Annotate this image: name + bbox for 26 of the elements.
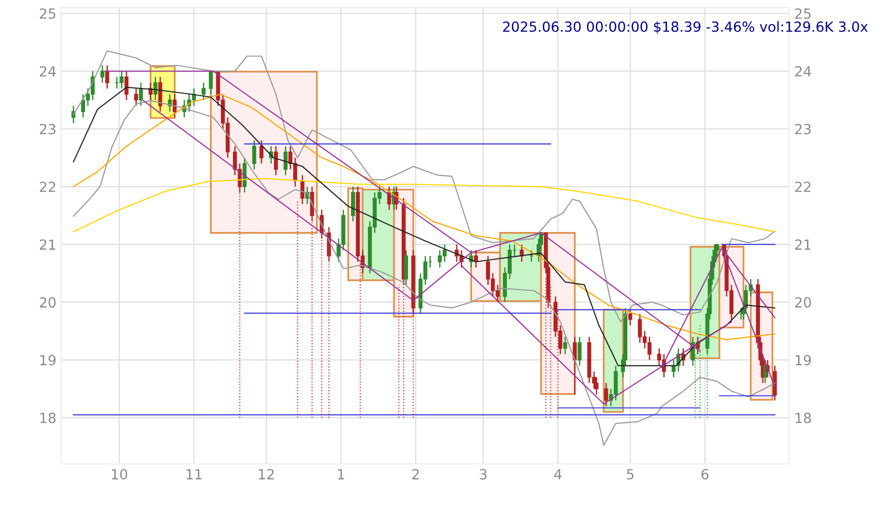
y2-tick-label: 24 (795, 66, 812, 76)
y2-tick-label: 22 (795, 182, 810, 192)
x-tick-label: 4 (554, 469, 562, 480)
y2-tick-label: 19 (796, 354, 811, 366)
y-tick-label: 22 (40, 182, 56, 192)
y2-tick-label: 21 (795, 239, 811, 250)
text: 2025.06.30 00:00:00 $18.39 -3.46% vol:129.6K 3.0x (503, 21, 868, 34)
x-tick-label: 1 (338, 469, 344, 480)
x-tick-label: 10 (112, 469, 128, 480)
x-tick-label: 5 (626, 469, 634, 480)
y-tick-label: 18 (40, 412, 56, 424)
x-tick-label: 6 (701, 469, 708, 480)
x-tick-label: 12 (258, 469, 274, 480)
y-tick-label: 23 (40, 124, 56, 134)
x-tick-label: 2 (412, 469, 419, 480)
y2-tick-label: 20 (795, 297, 811, 308)
y-tick-label: 20 (40, 297, 56, 308)
y2-tick-label: 18 (796, 412, 811, 424)
y-tick-label: 25 (40, 8, 56, 19)
x-tick-label: 11 (186, 469, 202, 480)
x-tick-label: 3 (480, 469, 486, 480)
y2-tick-label: 23 (795, 124, 811, 134)
y-tick-label: 21 (40, 239, 56, 250)
y-tick-label: 24 (40, 66, 56, 76)
y2-tick-label: 25 (795, 8, 811, 19)
y-tick-label: 19 (40, 354, 56, 366)
